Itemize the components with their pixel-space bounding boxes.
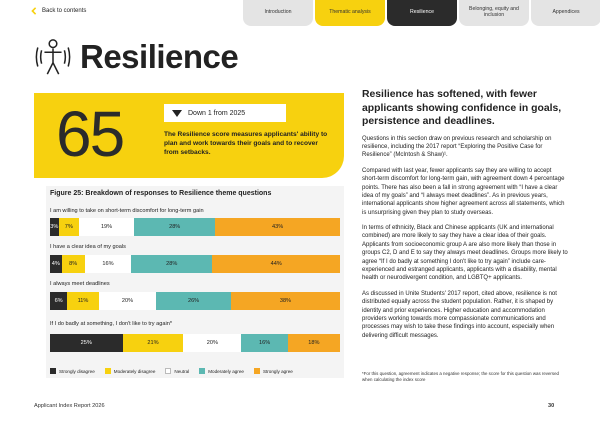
bar-segment-strongly-agree: 18% bbox=[287, 334, 340, 352]
stacked-bar: 25% 21% 20% 16% 18% bbox=[50, 334, 340, 352]
report-name: Applicant Index Report 2026 bbox=[34, 403, 105, 409]
bar-segment-strongly-agree: 44% bbox=[212, 255, 340, 273]
bar-segment-moderately-disagree: 7% bbox=[58, 218, 79, 236]
tab-belonging-equity-and-inclusion[interactable]: Belonging, equity and inclusion bbox=[459, 0, 529, 26]
tab-appendices[interactable]: Appendices bbox=[531, 0, 600, 26]
bar-segment-strongly-agree: 38% bbox=[230, 292, 340, 310]
bar-segment-moderately-agree: 16% bbox=[241, 334, 288, 352]
page-title: Resilience bbox=[80, 38, 239, 75]
legend-swatch bbox=[50, 368, 56, 374]
bar-segment-strongly-disagree: 6% bbox=[50, 292, 68, 310]
question-label: I always meet deadlines bbox=[50, 281, 110, 287]
legend-label: Strongly disagree bbox=[59, 368, 95, 374]
legend-item: Moderately agree bbox=[199, 368, 244, 374]
bar-segment-strongly-agree: 43% bbox=[215, 218, 340, 236]
score-description: The Resilience score measures applicants… bbox=[164, 131, 328, 156]
legend-item: Neutral bbox=[165, 368, 189, 374]
legend-label: Moderately agree bbox=[208, 368, 244, 374]
bar-segment-strongly-disagree: 3% bbox=[50, 218, 59, 236]
bar-segment-moderately-disagree: 8% bbox=[61, 255, 85, 273]
score-change-badge: Down 1 from 2025 bbox=[164, 104, 286, 122]
legend-swatch bbox=[253, 368, 260, 374]
chevron-left-icon bbox=[31, 7, 37, 15]
score-value: 65 bbox=[56, 98, 125, 170]
body-paragraph-1: Questions in this section draw on previo… bbox=[362, 135, 552, 159]
legend-item: Strongly disagree bbox=[50, 368, 95, 374]
chart-title: Figure 25: Breakdown of responses to Res… bbox=[50, 190, 272, 197]
resilience-chart: Figure 25: Breakdown of responses to Res… bbox=[46, 186, 344, 378]
legend-item: Moderately disagree bbox=[104, 368, 156, 374]
tab-introduction[interactable]: Introduction bbox=[243, 0, 313, 26]
score-change-label: Down 1 from 2025 bbox=[188, 109, 246, 117]
page-title-row: Resilience bbox=[34, 38, 239, 76]
bar-segment-neutral: 19% bbox=[79, 218, 135, 236]
legend-item: Strongly agree bbox=[253, 368, 293, 374]
bar-segment-neutral: 20% bbox=[183, 334, 242, 352]
bar-segment-moderately-disagree: 21% bbox=[122, 334, 184, 352]
bar-segment-moderately-agree: 26% bbox=[156, 292, 231, 310]
question-label: I am willing to take on short-term disco… bbox=[50, 208, 204, 214]
stacked-bar: 4% 8% 16% 28% 44% bbox=[50, 255, 340, 273]
chart-legend: Strongly disagree Moderately disagree Neut… bbox=[50, 368, 293, 374]
question-label: I have a clear idea of my goals bbox=[50, 244, 126, 250]
legend-swatch bbox=[165, 368, 172, 374]
body-paragraph-4: As discussed in Unite Students' 2017 rep… bbox=[362, 290, 557, 339]
back-label: Back to contents bbox=[42, 8, 87, 14]
stacked-bar: 3% 7% 19% 28% 43% bbox=[50, 218, 340, 236]
body-paragraph-3: In terms of ethnicity, Black and Chinese… bbox=[362, 225, 568, 282]
section-tabs: Introduction Thematic analysis Resilience B… bbox=[243, 0, 600, 26]
legend-label: Moderately disagree bbox=[113, 368, 156, 374]
back-to-contents-link[interactable]: Back to contents bbox=[30, 7, 86, 15]
bar-segment-strongly-disagree: 4% bbox=[50, 255, 62, 273]
bar-segment-neutral: 16% bbox=[84, 255, 132, 273]
bar-segment-moderately-disagree: 11% bbox=[67, 292, 99, 310]
bar-segment-moderately-agree: 28% bbox=[134, 218, 216, 236]
bar-segment-strongly-disagree: 25% bbox=[50, 334, 123, 352]
stacked-bar: 6% 11% 20% 26% 38% bbox=[50, 292, 340, 310]
bar-segment-neutral: 20% bbox=[98, 292, 157, 310]
person-balance-icon bbox=[35, 39, 71, 75]
section-heading: Resilience has softened, with fewer appl… bbox=[362, 89, 562, 128]
body-paragraph-2: Compared with last year, fewer applicant… bbox=[362, 167, 565, 216]
legend-swatch bbox=[104, 368, 111, 374]
tab-thematic-analysis[interactable]: Thematic analysis bbox=[315, 0, 385, 26]
question-label: If I do badly at something, I don't like… bbox=[50, 321, 173, 327]
legend-swatch bbox=[199, 368, 206, 374]
footnote: *For this question, agreement indicates … bbox=[362, 371, 559, 382]
page-number: 30 bbox=[548, 403, 555, 409]
tab-resilience[interactable]: Resilience bbox=[387, 0, 457, 26]
body-text: Resilience has softened, with fewer appl… bbox=[362, 88, 568, 347]
bar-segment-moderately-agree: 28% bbox=[131, 255, 213, 273]
legend-label: Neutral bbox=[174, 368, 190, 374]
legend-label: Strongly agree bbox=[262, 368, 293, 374]
score-panel: 65 Down 1 from 2025 The Resilience score… bbox=[34, 93, 344, 178]
triangle-down-icon bbox=[172, 109, 182, 117]
